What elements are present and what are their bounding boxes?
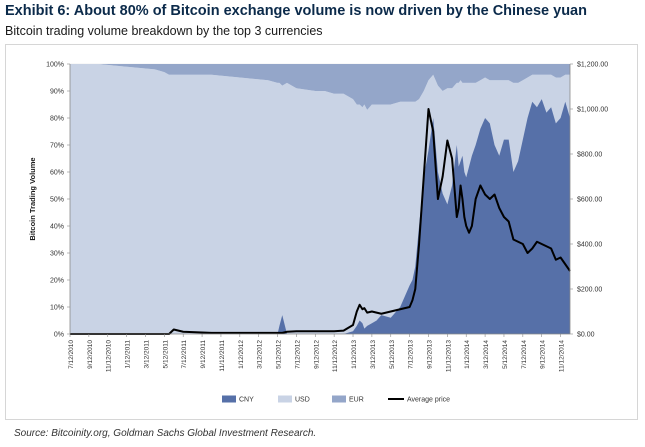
right-y-tick-label: $0.00 <box>577 332 595 339</box>
area-usd <box>70 64 570 334</box>
x-tick-label: 1/12/2011 <box>125 340 132 369</box>
x-tick-label: 3/12/2014 <box>483 340 490 369</box>
x-tick-label: 5/12/2013 <box>389 340 396 369</box>
x-tick-label: 7/12/2013 <box>408 340 415 369</box>
area-eur <box>70 64 570 110</box>
x-tick-label: 3/12/2013 <box>370 340 377 369</box>
x-tick-label: 11/12/2013 <box>445 340 452 372</box>
x-tick-label: 11/12/2014 <box>559 340 566 372</box>
x-tick-label: 5/12/2011 <box>162 340 169 369</box>
x-tick-label: 11/12/2012 <box>332 340 339 372</box>
legend-label: CNY <box>239 397 254 404</box>
price-line <box>70 108 571 335</box>
x-tick-label: 5/12/2014 <box>502 340 509 369</box>
right-y-tick-label: $200.00 <box>577 287 602 294</box>
area-series <box>70 64 570 334</box>
x-tick-label: 9/12/2014 <box>540 340 547 369</box>
x-tick-label: 7/12/2010 <box>68 340 75 369</box>
x-tick-label: 9/12/2011 <box>200 340 207 369</box>
chart-frame <box>5 44 638 420</box>
x-tick-label: 9/12/2013 <box>427 340 434 369</box>
left-y-tick-label: 70% <box>50 143 64 150</box>
left-y-tick-label: 20% <box>50 278 64 285</box>
left-y-tick-label: 30% <box>50 251 64 258</box>
left-y-tick-label: 40% <box>50 224 64 231</box>
right-y-tick-label: $800.00 <box>577 152 602 159</box>
x-tick-label: 11/12/2010 <box>106 340 113 372</box>
legend-label: Average price <box>407 397 450 404</box>
y-axis-title: Bitcoin Trading Volume <box>28 157 37 240</box>
legend: CNY USD EUR Average price <box>222 395 450 404</box>
legend-label: USD <box>295 397 310 404</box>
x-tick-label: 7/12/2014 <box>521 340 528 369</box>
x-tick-label: 9/12/2010 <box>87 340 94 369</box>
left-y-tick-label: 90% <box>50 89 64 96</box>
left-y-tick-label: 80% <box>50 116 64 123</box>
legend-swatch-usd <box>278 395 292 403</box>
x-tick-label: 11/12/2011 <box>219 340 226 372</box>
legend-swatch-eur <box>332 395 346 403</box>
x-tick-label: 1/12/2014 <box>464 340 471 369</box>
average-price-line <box>70 108 571 335</box>
left-y-tick-label: 60% <box>50 170 64 177</box>
right-y-tick-labels: $0.00 $200.00 $400.00 $600.00 $800.00 $1,000.… <box>570 62 608 339</box>
area-cny <box>70 99 570 334</box>
right-y-tick-label: $600.00 <box>577 197 602 204</box>
x-tick-label: 1/12/2013 <box>351 340 358 369</box>
left-y-tick-labels: 0% 10% 20% 30% 40% 50% 60% 70% 80% 90% 100% <box>46 62 70 339</box>
left-y-tick-label: 50% <box>50 197 64 204</box>
source-note: Source: Bitcoinity.org, Goldman Sachs Gl… <box>14 428 317 439</box>
exhibit-title: Exhibit 6: About 80% of Bitcoin exchange… <box>5 3 587 19</box>
x-tick-label: 1/12/2012 <box>238 340 245 369</box>
x-tick-label: 3/12/2012 <box>257 340 264 369</box>
exhibit-subtitle: Bitcoin trading volume breakdown by the … <box>5 24 323 38</box>
right-y-tick-label: $1,000.00 <box>577 107 608 114</box>
right-y-tick-label: $1,200.00 <box>577 62 608 69</box>
x-tick-label: 9/12/2012 <box>313 340 320 369</box>
left-y-tick-label: 100% <box>46 62 64 69</box>
left-y-tick-label: 0% <box>54 332 64 339</box>
x-tick-labels: 7/12/2010 9/12/2010 11/12/2010 1/12/2011 3/1… <box>68 334 566 372</box>
x-tick-label: 5/12/2012 <box>276 340 283 369</box>
right-y-tick-label: $400.00 <box>577 242 602 249</box>
x-tick-label: 7/12/2011 <box>181 340 188 369</box>
legend-swatch-cny <box>222 395 236 403</box>
x-tick-label: 3/12/2011 <box>144 340 151 369</box>
x-tick-label: 7/12/2012 <box>294 340 301 369</box>
left-y-tick-label: 10% <box>50 305 64 312</box>
legend-label: EUR <box>349 397 364 404</box>
